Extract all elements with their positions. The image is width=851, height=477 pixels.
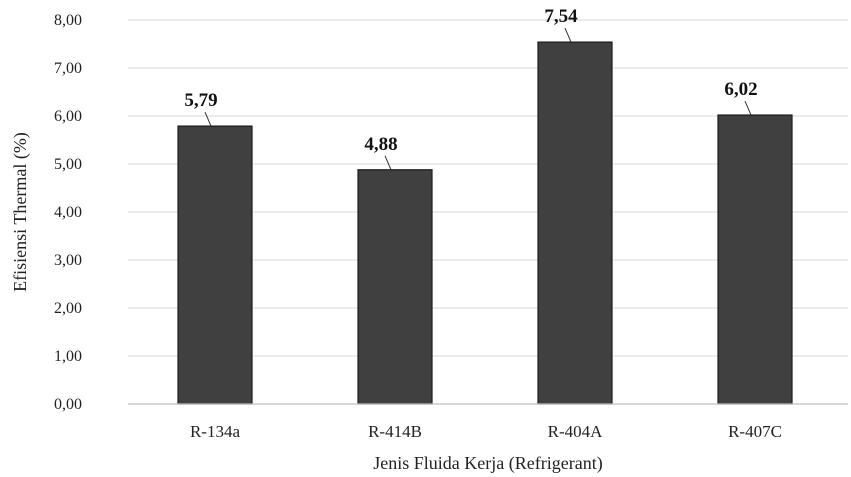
x-category-label: R-134a	[190, 422, 241, 441]
bar	[177, 125, 253, 405]
data-label-leader	[204, 111, 212, 127]
x-axis-categories: R-134a R-414B R-404A R-407C	[190, 422, 782, 441]
x-axis-title: Jenis Fluida Kerja (Refrigerant)	[373, 453, 602, 474]
x-category-label: R-407C	[728, 422, 782, 441]
x-category-label: R-414B	[368, 422, 422, 441]
data-label: 5,79	[184, 90, 217, 111]
y-axis-ticks: 0,00 1,00 2,00 3,00 4,00 5,00 6,00 7,00 8,00	[54, 12, 82, 413]
bar	[717, 114, 793, 405]
bar	[537, 41, 613, 405]
y-axis-title: Efisiensi Thermal (%)	[10, 132, 31, 292]
data-label: 7,54	[544, 6, 578, 27]
data-labels: 5,79 4,88 7,54 6,02	[184, 6, 758, 170]
data-label: 4,88	[364, 134, 397, 155]
data-label: 6,02	[724, 79, 757, 100]
y-tick-label: 4,00	[54, 204, 82, 221]
x-category-label: R-404A	[548, 422, 604, 441]
bars	[177, 41, 793, 405]
bar	[357, 169, 433, 405]
y-tick-label: 0,00	[54, 396, 82, 413]
y-tick-label: 6,00	[54, 108, 82, 125]
y-tick-label: 2,00	[54, 300, 82, 317]
y-tick-label: 8,00	[54, 12, 82, 29]
y-tick-label: 5,00	[54, 156, 82, 173]
y-tick-label: 1,00	[54, 348, 82, 365]
y-tick-label: 7,00	[54, 60, 82, 77]
y-tick-label: 3,00	[54, 252, 82, 269]
data-label-leader	[564, 27, 572, 43]
data-label-leader	[744, 100, 752, 116]
data-label-leader	[384, 155, 392, 170]
